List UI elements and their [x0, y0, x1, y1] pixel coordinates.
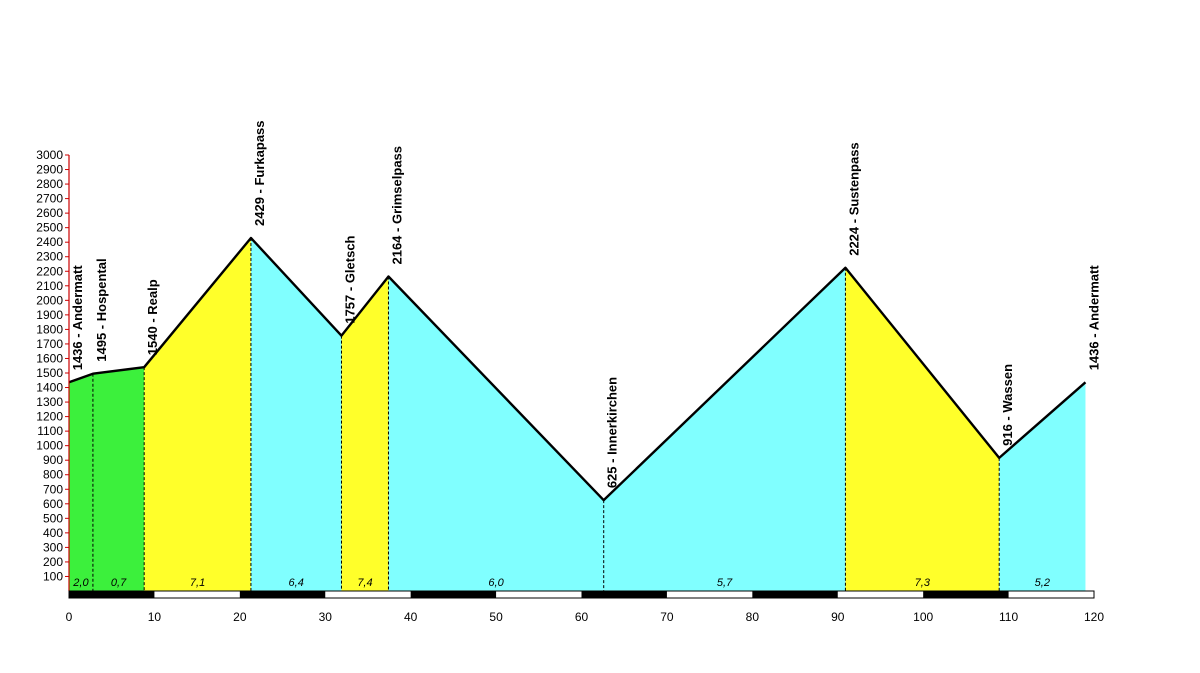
segment-dividers — [92, 237, 1000, 591]
x-tick-label: 70 — [660, 610, 674, 624]
place-label: 1540 - Realp — [145, 279, 160, 355]
segment-fill-3 — [250, 237, 342, 591]
gradient-label: 2,0 — [72, 577, 89, 589]
gradient-label: 6,0 — [488, 577, 504, 589]
segment-fill-4 — [341, 276, 389, 591]
place-label: 2224 - Sustenpass — [846, 142, 861, 255]
y-tick-label: 100 — [43, 569, 63, 583]
scale-bar-block — [69, 591, 155, 598]
x-tick-label: 30 — [319, 610, 333, 624]
y-tick-label: 1000 — [36, 439, 63, 453]
segment-fill-8 — [999, 382, 1086, 591]
place-label: 1757 - Gletsch — [342, 235, 357, 323]
place-label: 2164 - Grimselpass — [389, 146, 404, 265]
y-tick-label: 1700 — [36, 337, 63, 351]
y-tick-label: 1500 — [36, 366, 63, 380]
place-label: 2429 - Furkapass — [252, 120, 267, 226]
scale-bar-block — [923, 591, 1009, 598]
y-tick-label: 1300 — [36, 395, 63, 409]
segment-fills — [69, 237, 1086, 591]
gradient-label: 7,4 — [357, 577, 372, 589]
segment-fill-5 — [388, 276, 604, 591]
y-tick-label: 1600 — [36, 351, 63, 365]
place-label: 1436 - Andermatt — [70, 265, 85, 371]
y-tick-label: 2600 — [36, 206, 63, 220]
x-tick-label: 50 — [489, 610, 503, 624]
y-tick-label: 300 — [43, 540, 63, 554]
profile-outline — [68, 236, 1087, 502]
segment-fill-7 — [845, 267, 1000, 591]
y-tick-label: 1900 — [36, 308, 63, 322]
gradient-label: 7,3 — [915, 577, 931, 589]
segment-fill-0 — [69, 373, 93, 591]
x-tick-label: 90 — [831, 610, 845, 624]
y-tick-label: 3000 — [36, 148, 63, 162]
y-tick-label: 600 — [43, 497, 63, 511]
x-tick-label: 20 — [233, 610, 247, 624]
gradient-labels: 2,0 0,7 7,1 6,4 7,4 6,0 5,7 7,3 5,2 — [72, 577, 1050, 589]
x-axis-ticks: 0 10 20 30 40 50 60 70 80 90 100 110 120 — [66, 610, 1105, 624]
y-tick-label: 1100 — [37, 424, 63, 438]
y-tick-label: 2400 — [36, 235, 63, 249]
y-tick-label: 1400 — [36, 381, 63, 395]
x-tick-label: 60 — [575, 610, 589, 624]
x-tick-label: 0 — [66, 610, 73, 624]
x-tick-label: 100 — [913, 610, 933, 624]
segment-fill-6 — [603, 267, 846, 591]
segment-fill-1 — [92, 367, 145, 591]
gradient-label: 0,7 — [111, 577, 127, 589]
y-tick-label: 700 — [43, 482, 63, 496]
y-tick-label: 200 — [43, 555, 63, 569]
y-tick-label: 400 — [43, 526, 63, 540]
y-tick-label: 1200 — [36, 410, 63, 424]
y-tick-label: 2000 — [36, 293, 63, 307]
scale-bar-block — [239, 591, 326, 598]
y-tick-label: 1800 — [36, 322, 63, 336]
gradient-label: 6,4 — [289, 577, 304, 589]
x-tick-label: 110 — [999, 610, 1018, 624]
distance-scale-bar — [68, 590, 1095, 599]
y-tick-label: 2800 — [36, 177, 63, 191]
x-tick-label: 40 — [404, 610, 418, 624]
y-axis-ticks: 1002003004005006007008009001000110012001… — [36, 148, 69, 583]
gradient-label: 5,7 — [717, 577, 733, 589]
place-label: 625 - Innerkirchen — [605, 377, 620, 488]
x-tick-label: 10 — [148, 610, 162, 624]
y-tick-label: 800 — [43, 468, 63, 482]
y-tick-label: 2200 — [36, 264, 63, 278]
scale-bar-block — [410, 591, 497, 598]
x-tick-label: 80 — [746, 610, 760, 624]
place-label: 1495 - Hospental — [94, 258, 109, 361]
y-tick-label: 2300 — [36, 250, 63, 264]
scale-bar-block — [581, 591, 667, 598]
scale-bar-block — [752, 591, 838, 598]
x-tick-label: 120 — [1084, 610, 1104, 624]
gradient-label: 5,2 — [1035, 577, 1050, 589]
place-label: 916 - Wassen — [1000, 364, 1015, 446]
place-labels: 1436 - Andermatt 1495 - Hospental 1540 - R… — [70, 120, 1101, 488]
gradient-label: 7,1 — [190, 577, 205, 589]
y-tick-label: 2900 — [36, 163, 63, 177]
y-tick-label: 2500 — [36, 221, 63, 235]
segment-fill-2 — [144, 237, 251, 591]
y-tick-label: 900 — [43, 453, 63, 467]
place-label: 1436 - Andermatt — [1086, 265, 1101, 371]
y-tick-label: 500 — [43, 511, 63, 525]
y-tick-label: 2700 — [36, 192, 63, 206]
y-tick-label: 2100 — [36, 279, 63, 293]
